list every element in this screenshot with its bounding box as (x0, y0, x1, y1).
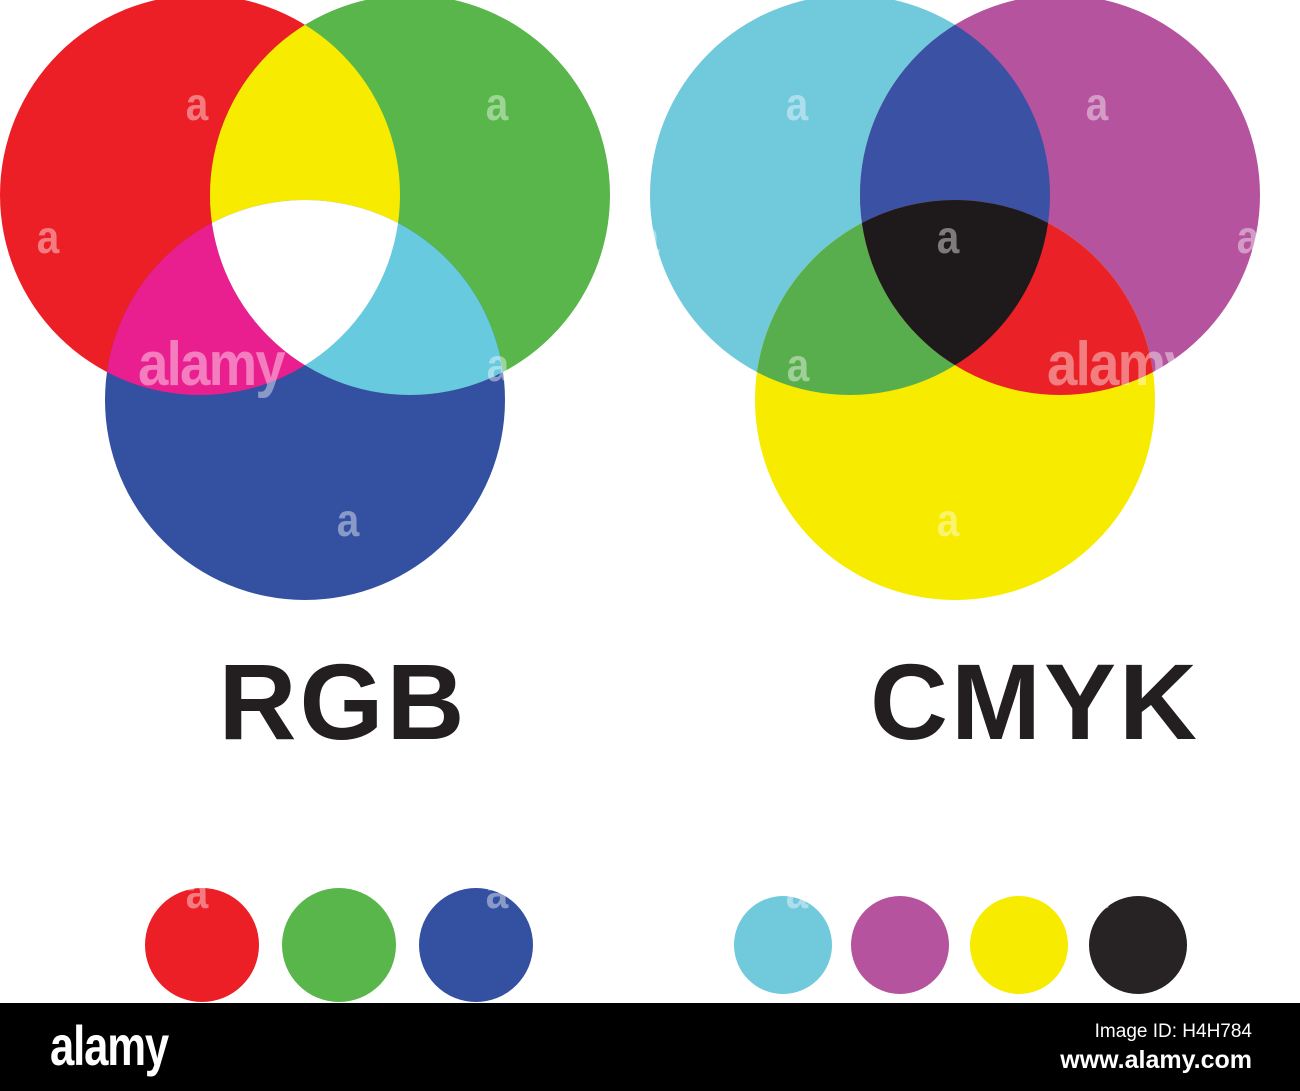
swatch-dot-green (282, 888, 396, 1002)
rgb-venn-svg (0, 0, 610, 600)
venn-overlap-center (210, 200, 400, 395)
alamy-url-text: www.alamy.com (1060, 1046, 1252, 1074)
swatch-dot-black (1089, 896, 1187, 994)
rgb-label: RGB (218, 641, 468, 762)
swatch-dot-red (145, 888, 259, 1002)
venn-overlap-center (860, 200, 1050, 395)
cmyk-venn-diagram (650, 0, 1300, 612)
cmyk-venn-svg (650, 0, 1260, 600)
alamy-logo: alamy (50, 1014, 169, 1077)
cmyk-label: CMYK (870, 641, 1200, 762)
image-id-text: Image ID: H4H784 (1094, 1021, 1252, 1042)
swatch-dot-cyan (734, 896, 832, 994)
rgb-venn-diagram (0, 0, 650, 612)
swatch-dot-yellow (970, 896, 1068, 994)
footer-meta: Image ID: H4H784 www.alamy.com (1060, 1020, 1252, 1074)
swatch-dot-magenta (851, 896, 949, 994)
swatch-dot-blue (419, 888, 533, 1002)
footer-bar: alamy Image ID: H4H784 www.alamy.com (0, 1003, 1300, 1091)
